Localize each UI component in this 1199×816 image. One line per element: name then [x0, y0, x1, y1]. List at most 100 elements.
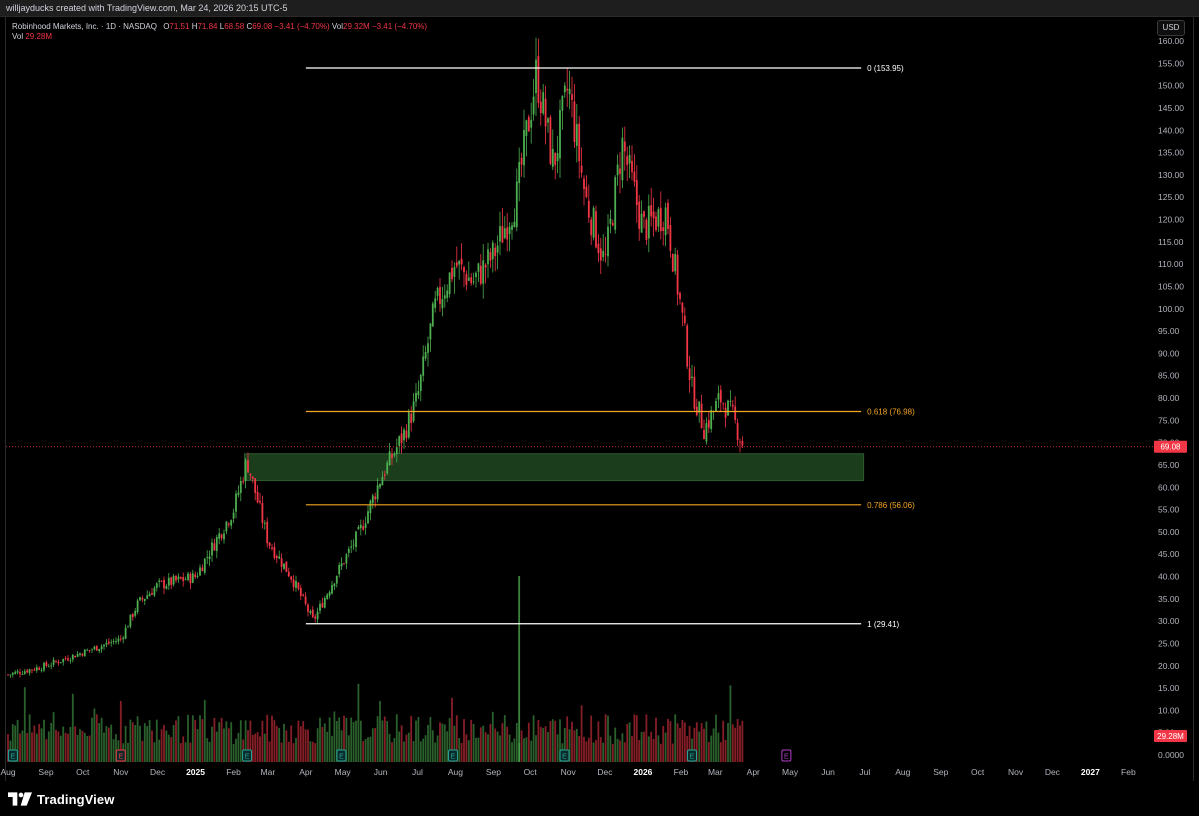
candle-body	[302, 594, 305, 596]
volume-bar	[67, 733, 69, 762]
volume-bar	[35, 733, 38, 762]
price-axis-tick: 20.00	[1158, 661, 1180, 671]
candle-body	[355, 531, 357, 547]
candle-body	[175, 575, 177, 581]
volume-bar	[155, 719, 158, 762]
volume-bar	[151, 730, 153, 762]
time-axis-label: Jun	[821, 767, 835, 777]
candle-body	[650, 205, 653, 217]
volume-bar	[479, 727, 482, 762]
candle-body	[261, 503, 264, 523]
candle-body	[530, 119, 533, 128]
candle-body	[146, 595, 149, 599]
earnings-marker[interactable]: E	[559, 749, 570, 762]
candle-body	[91, 649, 93, 651]
candle-body	[443, 295, 446, 299]
earnings-marker[interactable]: E	[686, 749, 697, 762]
candle-body	[614, 177, 617, 230]
volume-bar	[273, 720, 276, 762]
candle-body	[484, 264, 487, 268]
volume-change: −3.41 (−4.70%)	[371, 22, 428, 31]
price-axis-tick: 30.00	[1158, 616, 1180, 626]
candle-body	[381, 476, 384, 486]
earnings-marker[interactable]: E	[447, 749, 458, 762]
candle-body	[587, 200, 590, 218]
candle-body	[501, 226, 504, 243]
price-axis-tick: 105.00	[1158, 281, 1184, 291]
candle-body	[304, 596, 307, 604]
candle-body	[619, 168, 621, 174]
volume-bar	[415, 720, 417, 762]
candle-body	[244, 460, 247, 481]
candle-body	[64, 658, 67, 659]
ohlc-line: Robinhood Markets, Inc. · 1D · NASDAQ O7…	[12, 22, 427, 32]
volume-bar	[38, 723, 41, 762]
volume-bar	[189, 742, 192, 762]
candle-body	[62, 658, 65, 663]
candle-body	[631, 160, 633, 173]
volume-bar	[177, 716, 180, 762]
candle-body	[33, 669, 36, 671]
volume-bar	[194, 720, 197, 762]
volume-bar	[127, 742, 129, 762]
candle-body	[254, 478, 257, 494]
candle-body	[9, 674, 12, 676]
candle-body	[458, 260, 461, 265]
candle-body	[393, 453, 396, 456]
candle-body	[741, 440, 744, 446]
candle-body	[165, 586, 168, 589]
volume-indicator-label[interactable]: Vol	[12, 32, 24, 41]
candle-body	[559, 110, 561, 159]
volume-bar	[355, 720, 357, 762]
volume-bar	[26, 733, 29, 762]
volume-bar	[302, 721, 305, 762]
earnings-marker[interactable]: E	[781, 749, 792, 762]
volume-bar	[201, 719, 204, 762]
symbol-title[interactable]: Robinhood Markets, Inc. · 1D · NASDAQ	[12, 22, 157, 31]
volume-bar	[290, 725, 293, 762]
volume-bar	[592, 742, 595, 762]
candle-body	[218, 533, 221, 539]
candle-body	[431, 303, 434, 327]
volume-bar	[674, 714, 677, 762]
candle-body	[489, 252, 492, 261]
volume-bar	[326, 731, 329, 762]
earnings-marker[interactable]: E	[115, 749, 126, 762]
candle-body	[235, 493, 237, 512]
volume-bar	[256, 732, 259, 762]
volume-bar	[729, 685, 732, 762]
tradingview-logo[interactable]: TradingView	[8, 791, 114, 807]
candle-body	[191, 573, 194, 583]
candle-body	[599, 248, 602, 261]
volume-bar	[453, 725, 456, 762]
volume-bar	[619, 740, 621, 762]
candle-body	[86, 649, 89, 651]
price-axis-tick: 110.00	[1158, 259, 1184, 269]
earnings-marker[interactable]: E	[336, 749, 347, 762]
volume-bar	[172, 725, 175, 762]
earnings-marker[interactable]: E	[7, 749, 18, 762]
svg-text:E: E	[118, 754, 123, 761]
candle-body	[487, 249, 489, 265]
volume-bar	[568, 729, 571, 762]
volume-bar	[655, 717, 657, 762]
earnings-marker[interactable]: E	[242, 749, 253, 762]
volume-bar	[28, 714, 31, 762]
time-axis-label: Jul	[859, 767, 870, 777]
time-axis-label: May	[782, 767, 799, 777]
volume-bar	[395, 714, 398, 762]
volume-bar	[460, 742, 463, 762]
volume-bar	[484, 732, 487, 762]
volume-bar	[587, 737, 590, 762]
volume-bar	[259, 736, 261, 762]
currency-button[interactable]: USD	[1157, 20, 1185, 36]
candle-body	[359, 524, 362, 529]
candle-body	[163, 580, 165, 589]
candle-body	[503, 228, 506, 238]
volume-bar	[383, 716, 386, 762]
volume-bar	[158, 739, 161, 762]
volume-bar	[376, 716, 379, 762]
candle-body	[43, 662, 45, 671]
volume-bar	[458, 738, 461, 762]
